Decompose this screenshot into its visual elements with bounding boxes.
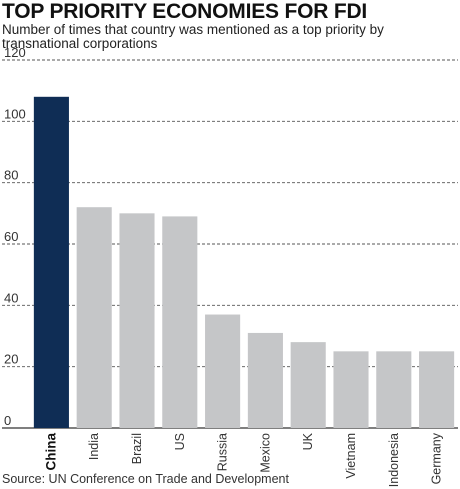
bar [333, 351, 369, 428]
x-tick-label: UK [301, 432, 315, 450]
x-axis-labels: China India Brazil US Russia Mexico UK Vietnam I… [43, 432, 443, 487]
y-tick-label: 80 [4, 168, 18, 183]
bar [290, 342, 326, 428]
chart-title: TOP PRIORITY ECONOMIES FOR FDI [2, 0, 368, 23]
x-tick-label: Mexico [258, 433, 272, 473]
bar [76, 207, 112, 428]
x-tick-label: Germany [430, 432, 444, 484]
bars [33, 96, 455, 429]
chart-source: Source: UN Conference on Trade and Devel… [2, 472, 289, 486]
x-tick-label: US [173, 433, 187, 450]
bar [247, 332, 283, 428]
y-tick-label: 0 [4, 413, 11, 428]
bar [33, 96, 69, 429]
x-tick-label: Brazil [130, 433, 144, 464]
y-tick-label: 100 [4, 106, 26, 121]
x-tick-label: Vietnam [344, 433, 358, 479]
y-axis-ticks: 0 20 40 60 80 100 120 [4, 45, 26, 428]
bar [205, 314, 241, 428]
x-tick-label: Russia [216, 433, 230, 471]
bar [419, 351, 455, 428]
bar [119, 213, 155, 428]
x-tick-label: India [87, 433, 101, 460]
y-tick-label: 60 [4, 229, 18, 244]
bar [376, 351, 412, 428]
y-tick-label: 40 [4, 290, 18, 305]
x-tick-label: Indonesia [387, 433, 401, 487]
y-tick-label: 20 [4, 352, 18, 367]
x-tick-label: China [43, 433, 58, 471]
bar [162, 216, 198, 428]
y-tick-label: 120 [4, 45, 26, 60]
chart-subtitle: Number of times that country was mention… [2, 22, 384, 51]
